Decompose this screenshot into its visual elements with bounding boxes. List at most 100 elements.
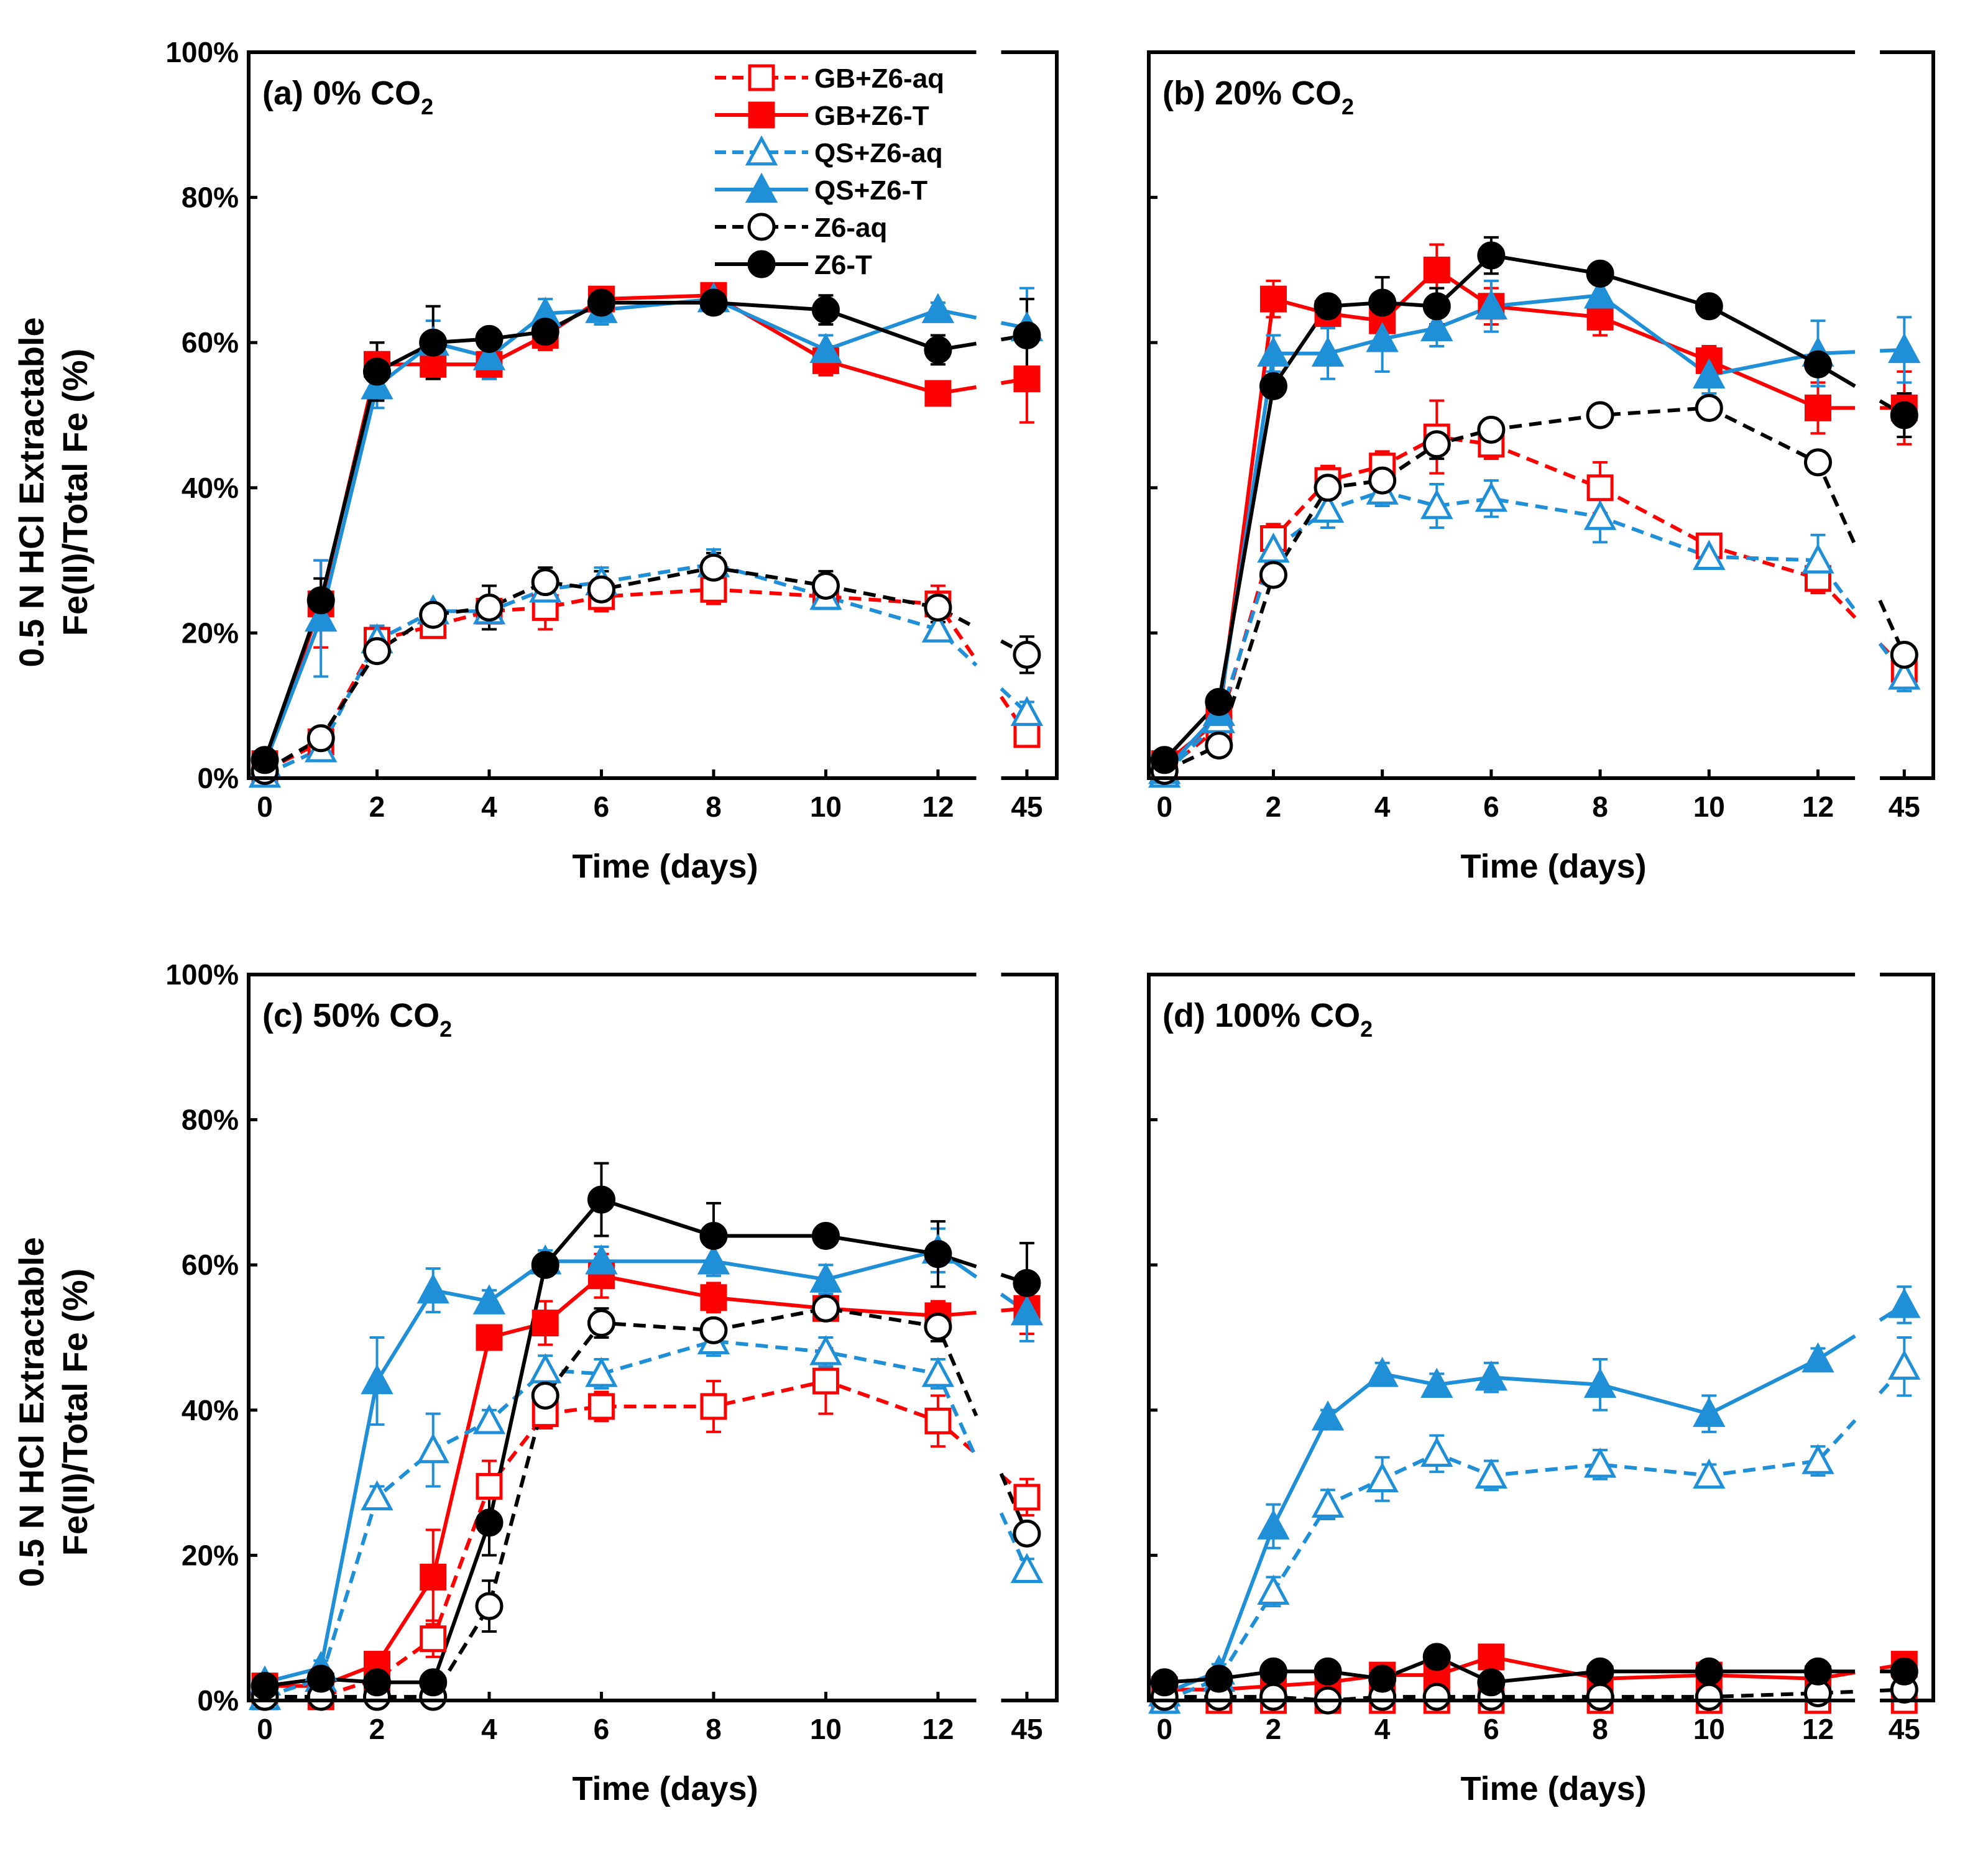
- data-point: [419, 1668, 448, 1697]
- data-point: [1368, 1664, 1397, 1693]
- legend-label: QS+Z6-T: [814, 175, 927, 206]
- data-point: [1583, 500, 1617, 530]
- data-point: [1013, 1269, 1041, 1297]
- data-point: [921, 293, 955, 323]
- x-tick-label: 0: [1156, 791, 1172, 823]
- data-point: [1150, 746, 1179, 774]
- data-point: [1314, 292, 1342, 321]
- x-axis-label: Time (days): [572, 1770, 758, 1807]
- data-point: [416, 1433, 449, 1464]
- data-point: [699, 1221, 728, 1250]
- data-point: [362, 357, 391, 386]
- x-tick-label: 8: [706, 791, 722, 823]
- series-qs-z6-t: [257, 1227, 1034, 1691]
- series-line: [1163, 406, 1857, 773]
- y-tick-label: 80%: [182, 181, 239, 214]
- data-point: [1586, 1682, 1614, 1711]
- data-point: [361, 1364, 393, 1395]
- data-point: [1422, 430, 1451, 459]
- series-z6-t: [257, 1162, 1034, 1695]
- data-point: [1888, 333, 1921, 364]
- x-tick-label: 12: [922, 1713, 954, 1745]
- panel-title: (c) 50% CO2: [262, 997, 452, 1042]
- data-point: [1803, 350, 1832, 379]
- data-point: [1475, 1360, 1508, 1391]
- series-line: [264, 1198, 977, 1688]
- axis-break-bottom: [1855, 774, 1880, 782]
- data-point: [1013, 1484, 1041, 1511]
- y-tick-label: 40%: [182, 1394, 239, 1426]
- legend-marker: [745, 172, 778, 203]
- data-point: [585, 1244, 618, 1275]
- y-tick-label: 60%: [182, 1249, 239, 1281]
- x-tick-label: 6: [594, 1713, 610, 1745]
- panel-title-subscript: 2: [1360, 1016, 1373, 1042]
- panel-title: (a) 0% CO2: [262, 75, 433, 119]
- axis-break-top: [976, 971, 1001, 978]
- series-group: [248, 1162, 1044, 1711]
- plot-frame: [1147, 973, 1935, 1702]
- data-point: [476, 1472, 503, 1500]
- axis-break-top: [976, 48, 1001, 56]
- data-point: [1205, 1664, 1233, 1693]
- panel-b: 0 2 4 6 8 10 12 45 Time (days) (b) 20% CO2: [1147, 48, 1935, 885]
- data-point: [1010, 1553, 1044, 1583]
- y-tick-label: 20%: [182, 617, 239, 649]
- data-point: [306, 724, 335, 753]
- x-tick-label: 45: [1011, 791, 1042, 823]
- data-point: [809, 333, 842, 364]
- data-point: [420, 1563, 447, 1590]
- data-point: [1802, 1342, 1834, 1373]
- data-point: [472, 1404, 506, 1434]
- data-point: [1586, 401, 1614, 429]
- axis-break-top: [1855, 971, 1880, 978]
- data-point: [1010, 695, 1044, 727]
- y-tick-label: 100%: [165, 958, 239, 991]
- markers-qs-z6-t: [248, 1233, 1044, 1696]
- data-point: [1586, 259, 1614, 288]
- y-tick-label: 40%: [182, 472, 239, 504]
- data-point: [529, 1353, 562, 1384]
- data-point: [587, 1393, 615, 1420]
- data-point: [1366, 1462, 1399, 1492]
- x-tick-label: 4: [1374, 1713, 1391, 1745]
- data-point: [924, 594, 952, 622]
- series-gb-z6-aq: [257, 573, 1034, 779]
- data-point: [1477, 1668, 1506, 1697]
- data-point: [699, 288, 728, 317]
- markers-qs-z6-aq: [248, 547, 1044, 788]
- panel-title: (b) 20% CO2: [1162, 75, 1354, 119]
- data-point: [1420, 311, 1453, 342]
- data-point: [1205, 687, 1233, 716]
- data-point: [1693, 358, 1726, 388]
- data-point: [1695, 292, 1723, 321]
- data-point: [921, 1357, 955, 1387]
- panel-title-subscript: 2: [439, 1016, 452, 1042]
- data-point: [924, 1312, 952, 1341]
- data-point: [1311, 336, 1345, 367]
- legend-item-z6-t: Z6-T: [715, 250, 872, 280]
- panel-c: 0% 20% 40% 60% 80% 100% 0 2 4 6 8 10 12 45 Time (days)…: [165, 958, 1059, 1807]
- data-point: [924, 336, 952, 364]
- data-point: [1257, 336, 1290, 367]
- data-point: [1693, 1397, 1726, 1427]
- data-point: [1693, 539, 1726, 570]
- data-point: [1314, 1657, 1342, 1686]
- data-point: [1695, 393, 1723, 422]
- x-tick-label: 45: [1889, 791, 1920, 823]
- data-point: [1422, 1643, 1451, 1671]
- legend-label: Z6-aq: [814, 213, 887, 243]
- data-point: [1583, 1367, 1617, 1398]
- data-point: [1890, 401, 1918, 429]
- markers-z6-t: [251, 288, 1041, 774]
- data-point: [1259, 1657, 1287, 1686]
- legend-item-qs-z6-t: QS+Z6-T: [715, 172, 927, 206]
- data-point: [1366, 1357, 1399, 1387]
- x-tick-label: 0: [1156, 1713, 1172, 1745]
- data-point: [420, 1625, 447, 1653]
- x-tick-label: 8: [1592, 1713, 1608, 1745]
- plot-frame: [247, 973, 1059, 1702]
- markers-qs-z6-aq: [1148, 474, 1921, 788]
- data-point: [809, 1335, 842, 1365]
- data-point: [587, 288, 615, 317]
